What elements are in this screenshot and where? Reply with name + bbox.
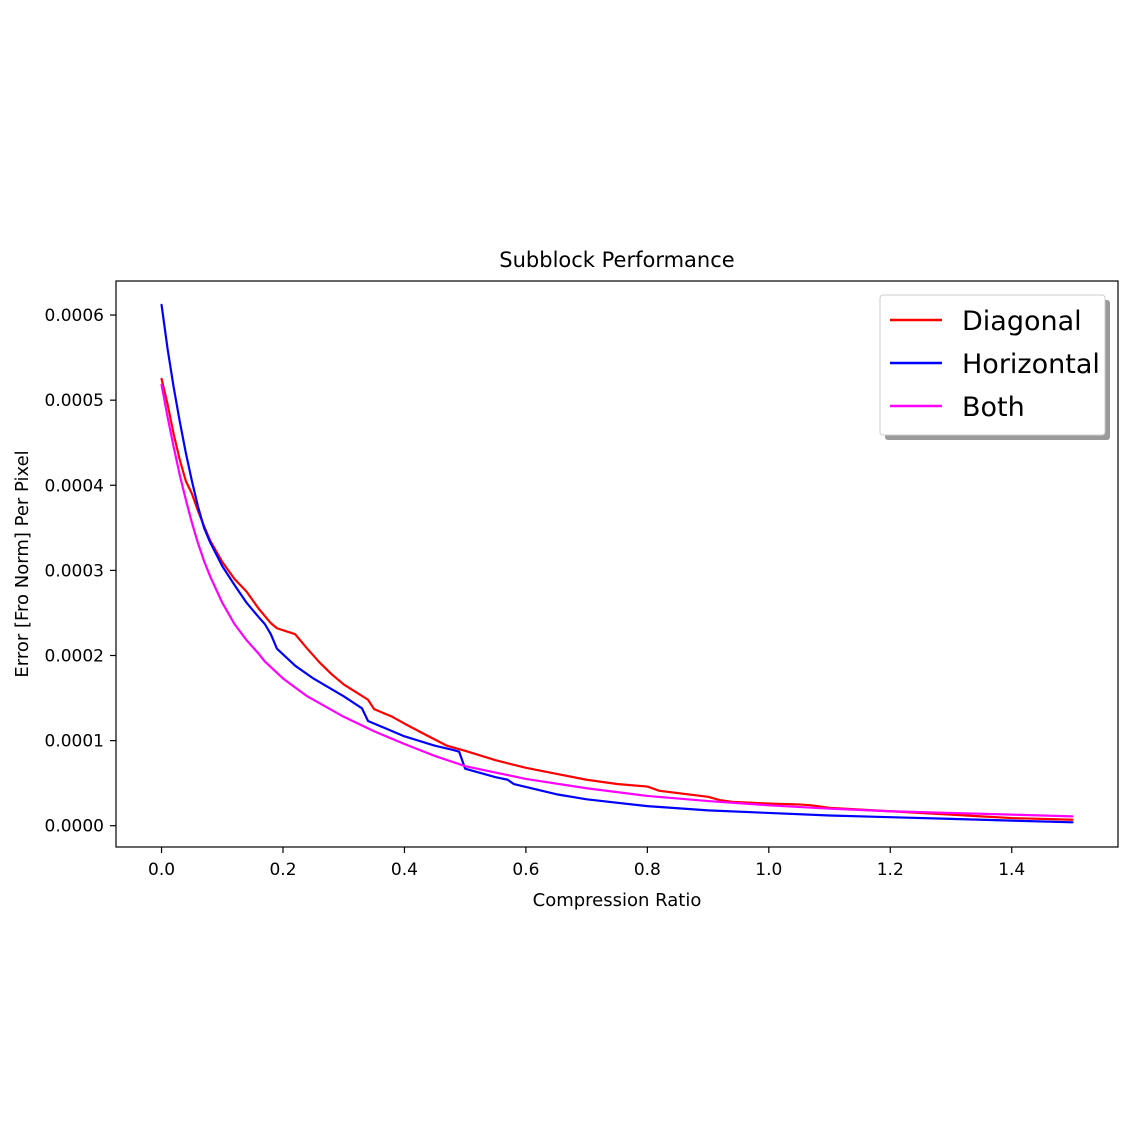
- x-axis-label: Compression Ratio: [533, 890, 702, 911]
- y-tick-label: 0.0000: [45, 817, 104, 837]
- x-tick-label: 0.6: [512, 860, 539, 880]
- x-tick-label: 0.2: [269, 860, 296, 880]
- x-axis-ticks: 0.0 0.2 0.4 0.6 0.8 1.0 1.2 1.4: [148, 847, 1025, 880]
- y-tick-label: 0.0004: [45, 476, 104, 496]
- x-tick-label: 1.2: [877, 860, 904, 880]
- y-tick-label: 0.0006: [45, 306, 104, 326]
- chart-title: Subblock Performance: [499, 248, 734, 272]
- x-tick-label: 0.0: [148, 860, 175, 880]
- y-axis-label: Error [Fro Norm] Per Pixel: [12, 450, 33, 677]
- y-axis-ticks: 0.0000 0.0001 0.0002 0.0003 0.0004 0.0005 0.00…: [45, 306, 116, 837]
- legend-box: [879, 294, 1106, 436]
- series-line-both: [160, 383, 1074, 818]
- x-tick-label: 1.4: [998, 860, 1025, 880]
- y-tick-label: 0.0002: [45, 646, 104, 666]
- series-layer: [160, 303, 1074, 824]
- legend-label-both: Both: [962, 392, 1025, 423]
- y-tick-label: 0.0005: [45, 391, 104, 411]
- legend-label-diagonal: Diagonal: [962, 306, 1082, 337]
- legend-entries: Diagonal Horizontal Both: [890, 306, 1100, 423]
- x-tick-label: 0.8: [634, 860, 661, 880]
- y-tick-label: 0.0001: [45, 732, 104, 752]
- y-tick-label: 0.0003: [45, 561, 104, 581]
- plot-frame: [115, 280, 1119, 848]
- legend-label-horizontal: Horizontal: [962, 349, 1100, 380]
- series-line-horizontal: [160, 303, 1074, 824]
- legend: Diagonal Horizontal Both: [879, 294, 1110, 440]
- x-tick-label: 1.0: [755, 860, 782, 880]
- x-tick-label: 0.4: [391, 860, 418, 880]
